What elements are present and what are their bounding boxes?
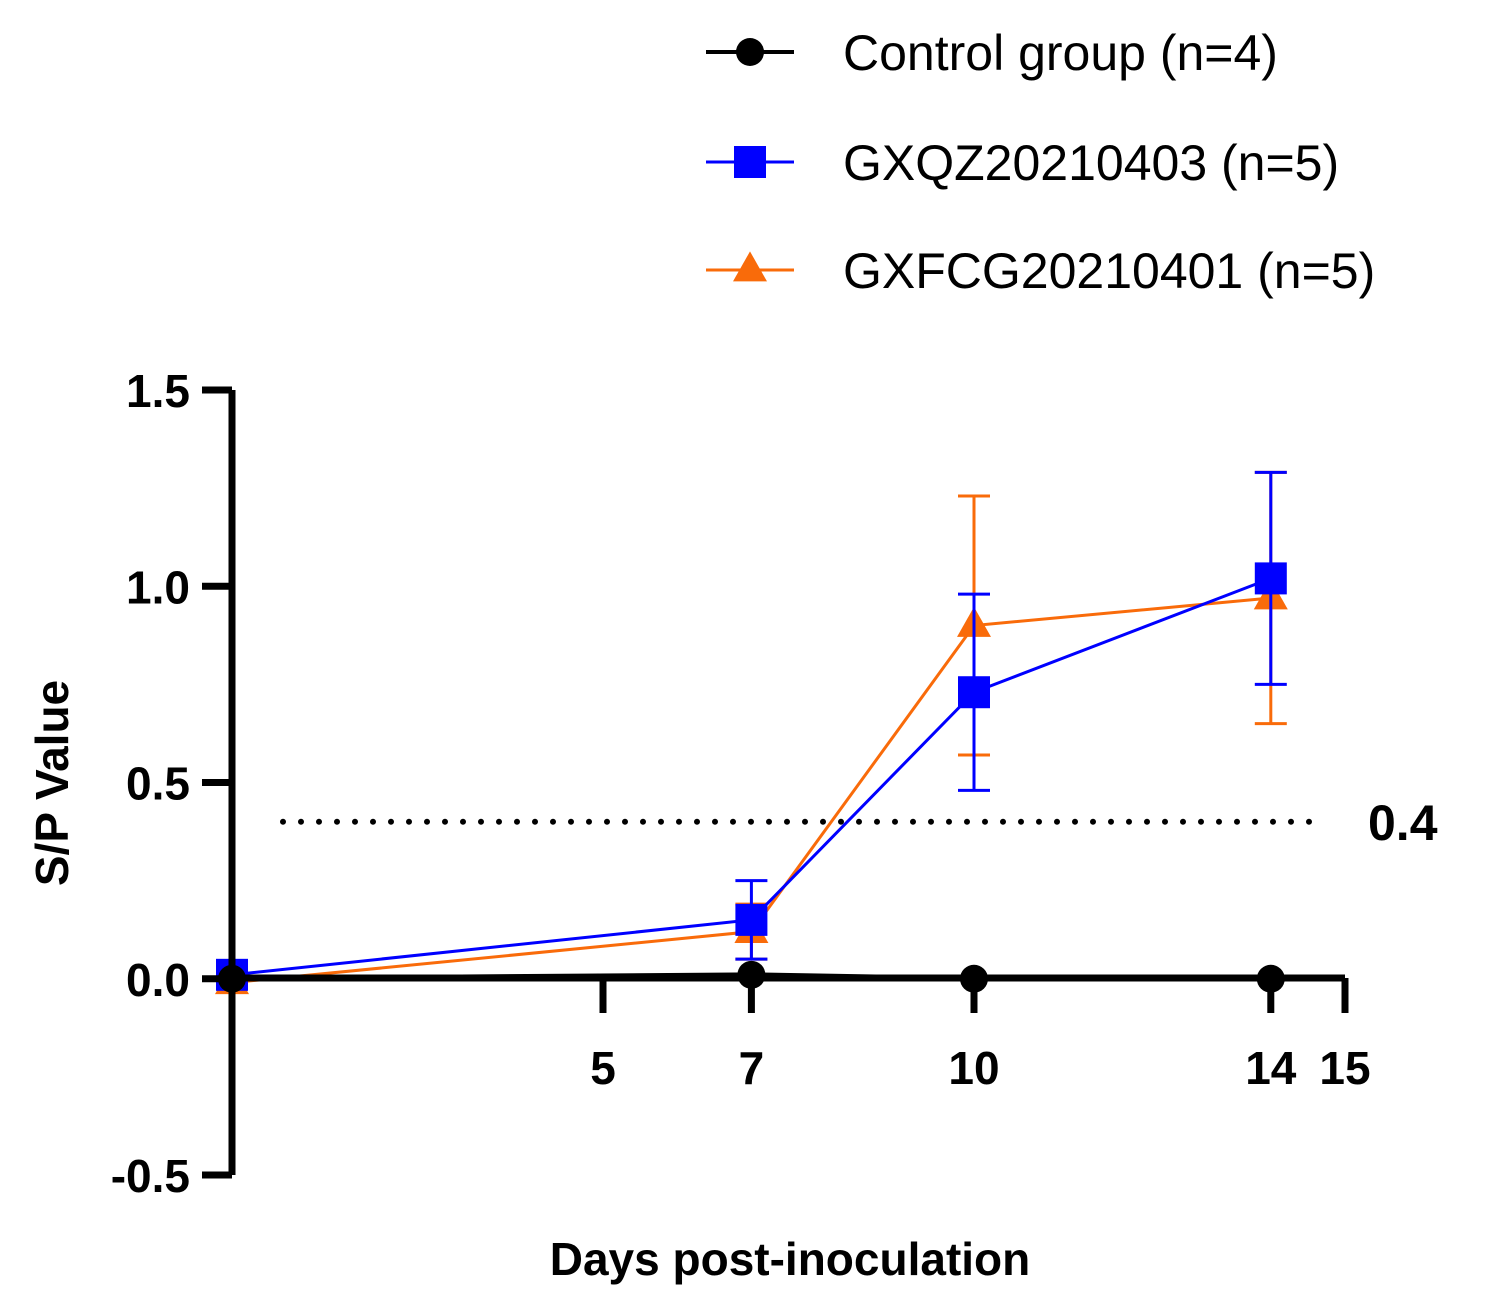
x-tick-label: 14 [1245,1042,1297,1094]
data-point [735,903,768,936]
x-tick-label: 15 [1319,1042,1370,1094]
legend-label: Control group (n=4) [843,25,1278,81]
series-layer [215,470,1288,995]
x-tick-label: 10 [948,1042,999,1094]
axes: -0.5 0.0 0.5 1.0 1.5 5 7 10 14 15 [111,365,1371,1202]
y-tick-label: 1.0 [126,561,190,613]
x-tick-label: 7 [739,1042,765,1094]
series-line [231,596,1271,985]
x-tick-label: 5 [590,1042,616,1094]
legend: Control group (n=4) GXQZ20210403 (n=5) GXF… [706,25,1375,299]
legend-label: GXQZ20210403 (n=5) [843,135,1339,191]
y-tick-label: 0.0 [126,954,190,1006]
data-point [1254,562,1287,595]
threshold-label: 0.4 [1368,795,1438,851]
legend-entry-0: Control group (n=4) [706,25,1278,81]
y-axis-label: S/P Value [26,680,78,886]
threshold-line-group: 0.4 [280,795,1438,851]
legend-label: GXFCG20210401 (n=5) [843,243,1375,299]
x-axis-label: Days post-inoculation [550,1233,1030,1285]
data-point [958,676,990,709]
legend-marker [734,146,766,178]
series-1 [216,470,1287,991]
series-line [231,576,1272,977]
legend-entry-2: GXFCG20210401 (n=5) [706,243,1375,299]
legend-entry-1: GXQZ20210403 (n=5) [706,135,1339,191]
y-tick-label: 1.5 [126,365,190,417]
legend-marker [733,251,767,282]
y-tick-label: -0.5 [111,1150,190,1202]
legend-marker [736,38,764,66]
y-tick-label: 0.5 [126,758,190,810]
